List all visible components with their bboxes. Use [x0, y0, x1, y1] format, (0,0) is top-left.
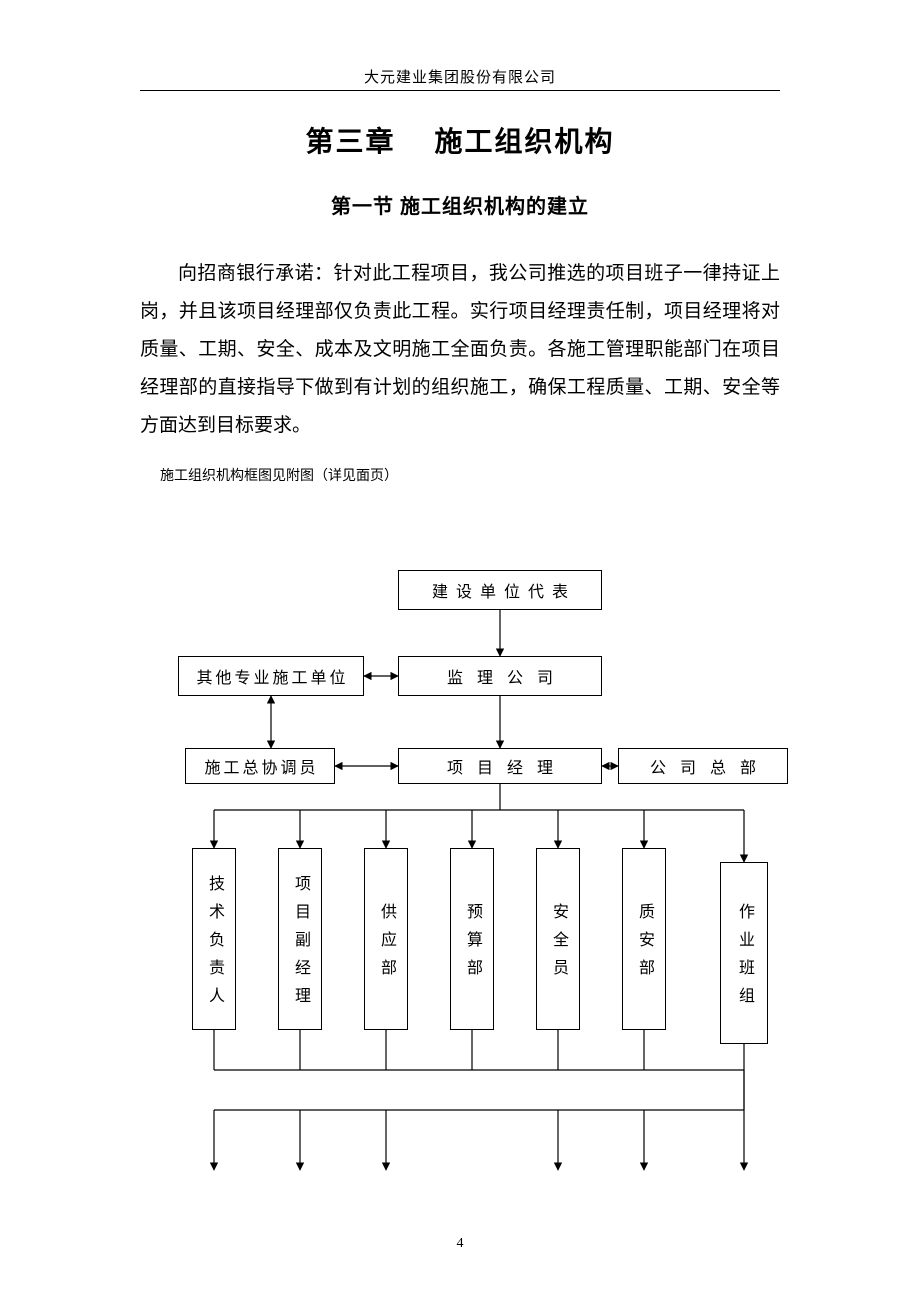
flow-node-d7: 作业班组 [720, 862, 768, 1044]
chapter-title: 第三章 施工组织机构 [0, 120, 920, 160]
body-paragraph: 向招商银行承诺：针对此工程项目，我公司推选的项目班子一律持证上岗，并且该项目经理… [140, 255, 780, 445]
flow-node-d4: 预算部 [450, 848, 494, 1030]
header-company: 大元建业集团股份有限公司 [0, 66, 920, 87]
section-title: 第一节 施工组织机构的建立 [0, 190, 920, 219]
flow-node-d3: 供应部 [364, 848, 408, 1030]
header-rule [140, 90, 780, 91]
figure-note: 施工组织机构框图见附图（详见面页） [160, 465, 398, 485]
flow-node-n1: 建设单位代表 [398, 570, 602, 610]
flow-node-n3: 监理公司 [398, 656, 602, 696]
flow-node-n2: 其他专业施工单位 [178, 656, 364, 696]
flow-node-d5: 安全员 [536, 848, 580, 1030]
page-number: 4 [0, 1236, 920, 1252]
flow-node-d1: 技术负责人 [192, 848, 236, 1030]
org-flowchart: 建设单位代表其他专业施工单位监理公司施工总协调员 项目经理公司总部技术负责人项目副… [140, 570, 810, 1210]
flow-node-n6: 公司总部 [618, 748, 788, 784]
flow-node-n4: 施工总协调员 [185, 748, 335, 784]
flow-node-d6: 质安部 [622, 848, 666, 1030]
flow-node-d2: 项目副经理 [278, 848, 322, 1030]
flow-node-n5: 项目经理 [398, 748, 602, 784]
